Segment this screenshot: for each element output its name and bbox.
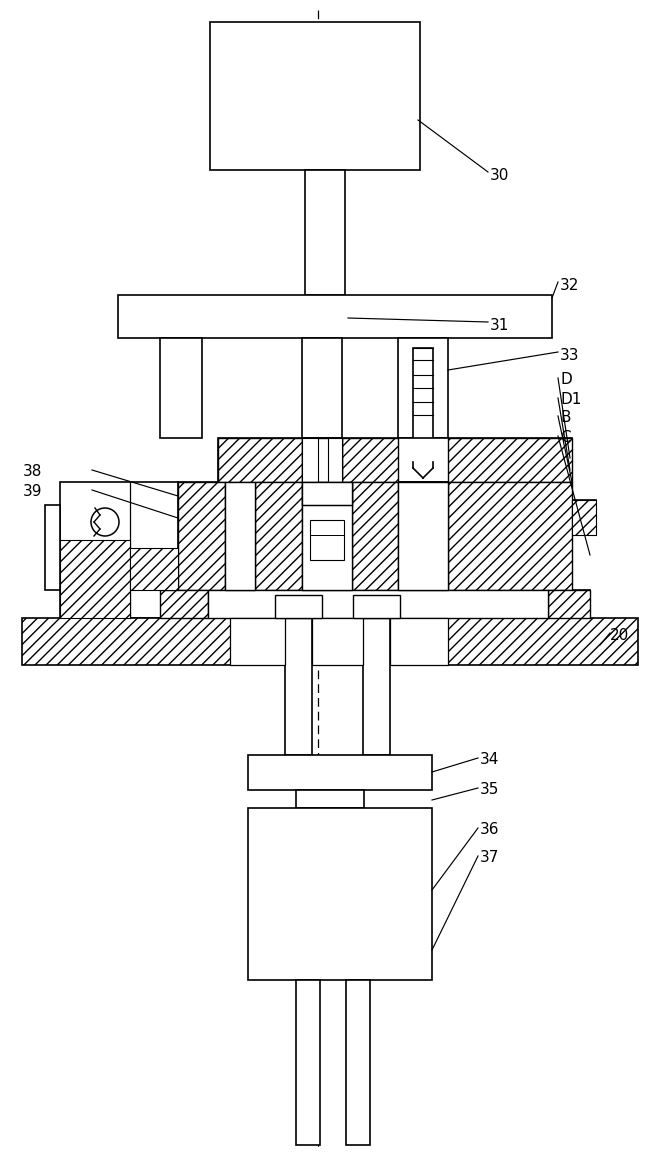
Polygon shape	[302, 338, 342, 438]
Text: 20: 20	[610, 627, 629, 642]
Polygon shape	[160, 338, 202, 438]
Polygon shape	[60, 482, 178, 618]
Polygon shape	[275, 594, 322, 618]
Polygon shape	[60, 540, 130, 618]
Text: 32: 32	[560, 277, 579, 293]
Polygon shape	[296, 789, 364, 808]
Polygon shape	[208, 590, 548, 618]
Text: D1: D1	[560, 392, 581, 408]
Text: B: B	[560, 411, 570, 425]
Polygon shape	[305, 170, 345, 295]
Text: D: D	[560, 373, 572, 388]
Polygon shape	[572, 500, 596, 535]
Polygon shape	[45, 505, 60, 590]
Polygon shape	[448, 482, 572, 590]
Polygon shape	[255, 482, 302, 590]
Polygon shape	[448, 438, 572, 482]
Text: 33: 33	[560, 347, 579, 362]
Polygon shape	[398, 338, 448, 438]
Polygon shape	[130, 548, 178, 590]
Polygon shape	[302, 438, 342, 482]
Polygon shape	[296, 980, 320, 1145]
Polygon shape	[312, 618, 363, 665]
Text: 37: 37	[480, 851, 500, 865]
Polygon shape	[342, 438, 398, 482]
Polygon shape	[118, 295, 552, 338]
Polygon shape	[346, 980, 370, 1145]
Polygon shape	[285, 618, 312, 755]
Polygon shape	[363, 618, 390, 755]
Polygon shape	[178, 482, 572, 590]
Text: 31: 31	[490, 317, 510, 332]
Polygon shape	[352, 482, 398, 590]
Text: 35: 35	[480, 783, 500, 798]
Text: 36: 36	[480, 822, 500, 837]
Polygon shape	[328, 438, 342, 482]
Text: C: C	[560, 431, 571, 446]
Text: 39: 39	[22, 484, 42, 499]
Polygon shape	[572, 500, 596, 535]
Polygon shape	[302, 482, 352, 505]
Polygon shape	[22, 618, 638, 665]
Polygon shape	[310, 520, 344, 560]
Polygon shape	[218, 438, 572, 482]
Polygon shape	[210, 22, 420, 170]
Polygon shape	[413, 348, 433, 462]
Polygon shape	[398, 482, 448, 590]
Text: 38: 38	[22, 464, 42, 479]
Polygon shape	[353, 594, 400, 618]
Polygon shape	[160, 590, 208, 618]
Polygon shape	[225, 482, 255, 590]
Polygon shape	[160, 590, 590, 618]
Text: 30: 30	[490, 167, 510, 182]
Polygon shape	[390, 618, 448, 665]
Polygon shape	[230, 618, 285, 665]
Polygon shape	[248, 808, 432, 980]
Polygon shape	[548, 590, 590, 618]
Polygon shape	[302, 482, 352, 590]
Polygon shape	[218, 438, 302, 482]
Polygon shape	[302, 438, 318, 482]
Polygon shape	[178, 482, 225, 590]
Text: 34: 34	[480, 752, 500, 767]
Polygon shape	[248, 755, 432, 789]
